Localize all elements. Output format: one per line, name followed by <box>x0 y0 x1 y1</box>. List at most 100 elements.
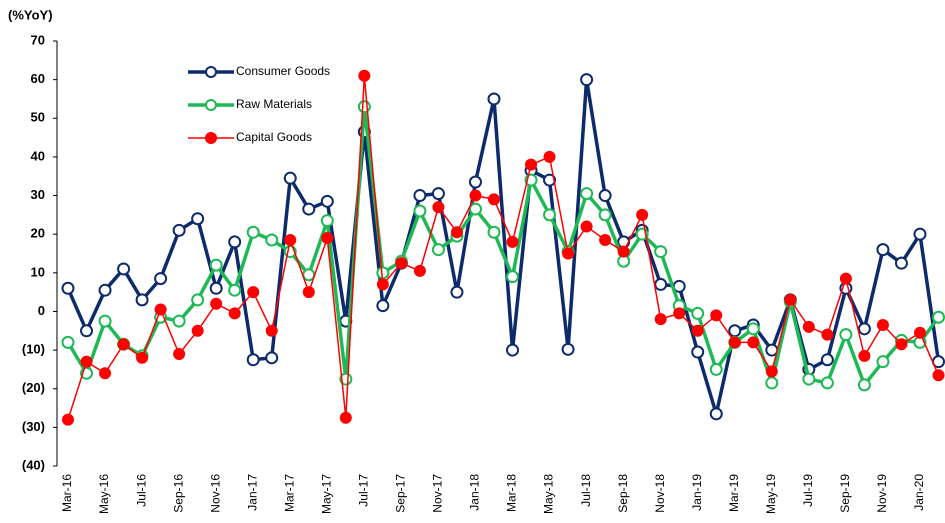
data-point <box>209 281 223 295</box>
data-point <box>154 303 167 316</box>
data-point <box>599 233 612 246</box>
data-point <box>839 272 852 285</box>
y-tick-label: 0 <box>38 303 45 318</box>
data-point <box>62 413 74 426</box>
data-point <box>376 278 389 291</box>
data-point <box>468 202 482 216</box>
data-point <box>746 322 760 336</box>
data-point <box>913 227 927 241</box>
x-tick-label: Nov-18 <box>653 474 667 513</box>
y-tick-label: 40 <box>31 148 45 163</box>
data-point <box>413 189 427 203</box>
data-point <box>117 338 130 351</box>
data-point <box>228 307 241 320</box>
data-point <box>135 293 149 307</box>
data-point <box>283 171 297 185</box>
x-tick-label: May-18 <box>542 474 556 514</box>
data-point <box>654 245 668 259</box>
data-point <box>358 69 371 82</box>
data-point <box>580 220 593 233</box>
data-point <box>598 208 612 222</box>
data-point <box>61 281 75 295</box>
data-point <box>80 355 93 368</box>
data-point <box>228 235 242 249</box>
data-point <box>857 378 871 392</box>
data-point <box>431 243 445 257</box>
y-tick-label: 30 <box>31 187 45 202</box>
legend-marker <box>205 66 217 78</box>
data-point <box>654 313 667 326</box>
data-point <box>709 362 723 376</box>
x-tick-label: Jul-18 <box>579 474 593 507</box>
data-point <box>543 173 557 187</box>
y-axis-label: (%YoY) <box>8 7 53 22</box>
data-point <box>543 150 556 163</box>
data-point <box>691 324 704 337</box>
data-point <box>357 100 371 114</box>
data-point <box>728 336 741 349</box>
x-tick-label: May-19 <box>764 474 778 514</box>
data-point <box>320 194 334 208</box>
data-point <box>431 187 445 201</box>
data-point <box>210 297 223 310</box>
data-point <box>117 262 131 276</box>
data-point <box>506 343 520 357</box>
data-point <box>895 338 908 351</box>
data-point <box>209 258 223 272</box>
x-tick-label: Jul-16 <box>134 474 148 507</box>
legend-marker <box>205 99 217 111</box>
data-point <box>858 349 871 362</box>
data-point <box>413 204 427 218</box>
x-tick-label: Jul-17 <box>357 474 371 507</box>
data-point <box>487 193 500 206</box>
x-tick-label: May-16 <box>97 474 111 514</box>
data-point <box>765 365 778 378</box>
x-tick-label: Jan-18 <box>468 474 482 511</box>
data-point <box>802 372 816 386</box>
x-tick-label: Mar-17 <box>282 474 296 512</box>
data-point <box>932 369 945 382</box>
data-point <box>228 283 242 297</box>
x-tick-label: Jan-20 <box>912 474 926 511</box>
data-point <box>99 367 112 380</box>
data-point <box>876 243 890 257</box>
data-point <box>265 324 278 337</box>
data-point <box>820 376 834 390</box>
data-point <box>894 256 908 270</box>
data-point <box>98 283 112 297</box>
x-tick-label: Sep-17 <box>394 474 408 513</box>
data-point <box>173 347 186 360</box>
x-tick-label: May-17 <box>319 474 333 514</box>
data-point <box>265 351 279 365</box>
data-point <box>450 226 463 239</box>
legend-label: Capital Goods <box>236 130 312 144</box>
data-point <box>246 353 260 367</box>
data-point <box>913 326 926 339</box>
data-point <box>320 214 334 228</box>
data-point <box>857 322 871 336</box>
series-line <box>66 104 940 387</box>
data-point <box>821 328 834 341</box>
data-point <box>636 208 649 221</box>
data-point <box>487 225 501 239</box>
data-point <box>710 309 723 322</box>
data-point <box>562 247 575 260</box>
legend-marker <box>205 132 217 144</box>
data-point <box>413 264 426 277</box>
y-tick-label: (10) <box>22 342 45 357</box>
data-point <box>747 336 760 349</box>
data-point <box>506 235 519 248</box>
data-point <box>673 307 686 320</box>
x-tick-label: Sep-16 <box>171 474 185 513</box>
x-tick-label: Nov-17 <box>431 474 445 513</box>
data-point <box>284 233 297 246</box>
data-point <box>561 342 575 356</box>
data-point <box>172 314 186 328</box>
x-tick-label: Nov-19 <box>875 474 889 513</box>
y-tick-label: 70 <box>31 32 45 47</box>
data-point <box>265 233 279 247</box>
data-point <box>339 411 352 424</box>
data-point <box>98 314 112 328</box>
legend-label: Consumer Goods <box>236 64 330 78</box>
